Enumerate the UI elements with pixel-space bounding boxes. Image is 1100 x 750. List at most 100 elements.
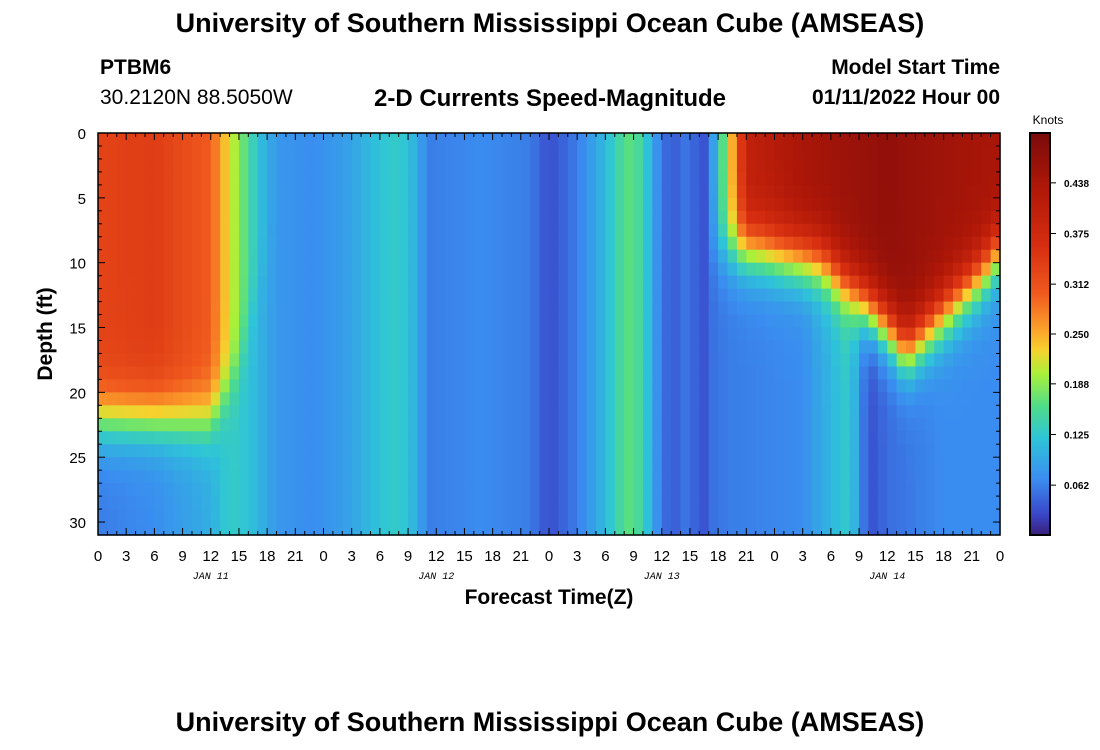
heatmap-cell [445, 184, 456, 199]
heatmap-cell [868, 301, 879, 316]
heatmap-cell [473, 444, 484, 458]
heatmap-cell [379, 275, 390, 290]
heatmap-cell [934, 509, 945, 523]
heatmap-cell [98, 158, 108, 173]
heatmap-cell [577, 275, 588, 290]
heatmap-cell [736, 223, 747, 238]
heatmap-cell [718, 340, 729, 355]
heatmap-cell [220, 249, 231, 264]
heatmap-cell [802, 470, 813, 484]
heatmap-cell [398, 470, 409, 484]
heatmap-cell [821, 249, 832, 264]
heatmap-cell [624, 431, 635, 445]
heatmap-cell [539, 470, 550, 484]
heatmap-cell [426, 366, 437, 380]
heatmap-cell [689, 223, 700, 238]
heatmap-cell [107, 327, 118, 342]
heatmap-cell [661, 327, 672, 342]
heatmap-cell [680, 301, 691, 316]
heatmap-cell [220, 431, 231, 445]
heatmap-cell [774, 444, 785, 458]
heatmap-cell [755, 496, 766, 510]
heatmap-cell [849, 288, 860, 303]
heatmap-cell [539, 184, 550, 199]
heatmap-cell [332, 431, 343, 445]
heatmap-cell [304, 158, 315, 173]
heatmap-cell [699, 470, 710, 484]
heatmap-cell [464, 392, 475, 406]
heatmap-cell [671, 171, 682, 186]
heatmap-cell [323, 184, 334, 199]
heatmap-cell [332, 262, 343, 277]
heatmap-cell [614, 236, 625, 251]
heatmap-cell [220, 197, 231, 212]
heatmap-cell [332, 145, 343, 160]
heatmap-cell [755, 431, 766, 445]
heatmap-cell [906, 496, 917, 510]
heatmap-cell [896, 236, 907, 251]
heatmap-cell [783, 379, 794, 393]
heatmap-cell [135, 197, 146, 212]
heatmap-cell [285, 236, 296, 251]
heatmap-cell [483, 133, 494, 147]
heatmap-cell [323, 444, 334, 458]
heatmap-cell [661, 301, 672, 316]
heatmap-cell [285, 418, 296, 432]
heatmap-cell [859, 340, 870, 355]
heatmap-cell [492, 496, 503, 510]
heatmap-cell [558, 145, 569, 160]
heatmap-cell [793, 301, 804, 316]
heatmap-cell [671, 275, 682, 290]
heatmap-cell [473, 223, 484, 238]
heatmap-cell [549, 340, 559, 355]
heatmap-cell [173, 301, 184, 316]
heatmap-cell [924, 509, 935, 523]
heatmap-cell [840, 509, 851, 523]
heatmap-cell [896, 470, 907, 484]
heatmap-cell [126, 405, 137, 419]
heatmap-cell [98, 249, 108, 264]
heatmap-cell [802, 353, 813, 368]
model-start-date: 01/11/2022 Hour 00 [812, 86, 1000, 109]
heatmap-cell [558, 133, 569, 147]
heatmap-cell [295, 496, 306, 510]
heatmap-cell [793, 366, 804, 380]
heatmap-cell [812, 483, 823, 497]
heatmap-cell [154, 262, 165, 277]
heatmap-cell [887, 470, 898, 484]
heatmap-cell [98, 133, 108, 147]
heatmap-cell [586, 314, 597, 329]
heatmap-cell [586, 457, 597, 471]
heatmap-cell [830, 496, 841, 510]
heatmap-cell [595, 210, 606, 225]
heatmap-cell [736, 275, 747, 290]
heatmap-cell [877, 327, 888, 342]
heatmap-cell [520, 184, 531, 199]
heatmap-cell [689, 444, 700, 458]
heatmap-cell [746, 314, 757, 329]
heatmap-cell [915, 262, 926, 277]
heatmap-cell [285, 158, 296, 173]
heatmap-cell [652, 457, 663, 471]
heatmap-cell [802, 405, 813, 419]
heatmap-cell [680, 275, 691, 290]
heatmap-cell [595, 379, 606, 393]
heatmap-cell [126, 145, 137, 160]
heatmap-cell [755, 236, 766, 251]
heatmap-cell [953, 184, 964, 199]
x-tick-label: 0 [94, 548, 102, 565]
heatmap-cell [220, 327, 231, 342]
heatmap-cell [558, 275, 569, 290]
heatmap-cell [765, 392, 776, 406]
heatmap-cell [774, 210, 785, 225]
heatmap-cell [426, 483, 437, 497]
heatmap-cell [107, 133, 118, 147]
heatmap-cell [229, 392, 240, 406]
heatmap-cell [210, 275, 221, 290]
heatmap-cell [361, 275, 372, 290]
heatmap-cell [238, 301, 249, 316]
heatmap-cell [896, 327, 907, 342]
heatmap-cell [943, 496, 954, 510]
heatmap-cell [962, 262, 973, 277]
heatmap-cell [802, 327, 813, 342]
